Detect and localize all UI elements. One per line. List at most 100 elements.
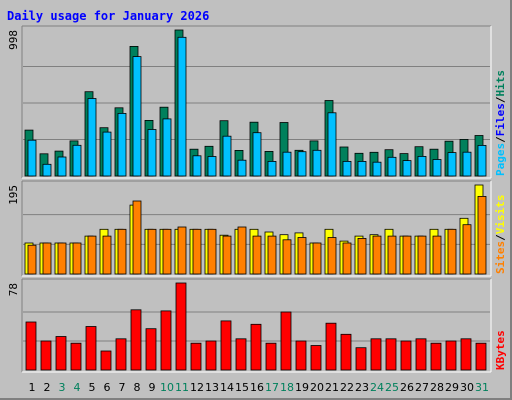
bar-files-day-31: [477, 144, 487, 177]
bar-kbytes-day-8: [130, 309, 142, 371]
bar-sites-day-30: [462, 224, 472, 275]
bar-kbytes-day-16: [250, 323, 262, 371]
bar-files-day-28: [432, 159, 442, 177]
panel-bottom: 78 KBytes: [7, 278, 507, 373]
bar-kbytes-day-31: [475, 342, 487, 371]
day-label: 26: [400, 381, 414, 394]
bar-sites-day-20: [312, 242, 322, 275]
bar-files-day-18: [282, 151, 292, 177]
bar-kbytes-day-18: [280, 311, 292, 371]
panel-middle: 195 Sites/Visits: [7, 180, 507, 277]
bar-kbytes-day-21: [325, 322, 337, 371]
day-label: 2: [44, 381, 51, 394]
day-label: 21: [325, 381, 339, 394]
chart-panels: 998Pages/Files/Hits195Sites/Visits78KByt…: [7, 25, 507, 373]
bar-sites-day-28: [432, 235, 442, 275]
bar-sites-day-25: [387, 235, 397, 275]
day-label: 30: [460, 381, 474, 394]
bar-files-day-7: [117, 113, 127, 177]
bar-kbytes-day-6: [100, 350, 112, 371]
bar-sites-day-18: [282, 239, 292, 275]
bar-sites-day-19: [297, 237, 307, 275]
bar-sites-day-29: [447, 228, 457, 275]
bar-sites-day-2: [42, 242, 52, 275]
day-label: 20: [310, 381, 324, 394]
bar-sites-day-23: [357, 237, 367, 275]
legend-kbytes: KBytes: [494, 330, 507, 370]
bar-kbytes-day-28: [430, 342, 442, 371]
day-label: 27: [415, 381, 429, 394]
bar-kbytes-day-7: [115, 338, 127, 371]
day-label: 17: [265, 381, 279, 394]
legend-pages: Pages: [494, 143, 507, 176]
bar-files-day-1: [27, 139, 37, 177]
bar-files-day-8: [132, 56, 142, 177]
day-label: 18: [280, 381, 294, 394]
bar-files-day-21: [327, 112, 337, 177]
panel-legend: Sites/Visits: [494, 195, 507, 275]
bar-kbytes-day-30: [460, 338, 472, 371]
bar-kbytes-day-20: [310, 345, 322, 371]
day-label: 16: [250, 381, 264, 394]
day-label: 11: [175, 381, 189, 394]
bar-sites-day-11: [177, 226, 187, 275]
bar-sites-day-13: [207, 228, 217, 275]
day-labels: 1 2 3 4 5 6 7 8 9 10 11 12 13 14 15 16 17 18 19 20 21 22 23 24 2…: [29, 381, 490, 394]
bar-files-day-5: [87, 98, 97, 177]
bar-sites-day-17: [267, 235, 277, 275]
day-label: 4: [74, 381, 81, 394]
bar-sites-day-1: [27, 244, 37, 275]
day-label: 14: [220, 381, 234, 394]
day-label: 3: [59, 381, 66, 394]
bar-kbytes-day-12: [190, 342, 202, 371]
bar-kbytes-day-9: [145, 328, 157, 371]
bar-sites-day-31: [477, 195, 487, 275]
bar-kbytes-day-3: [55, 336, 67, 371]
bar-files-day-24: [372, 161, 382, 177]
day-label: 10: [160, 381, 174, 394]
bar-sites-day-27: [417, 235, 427, 275]
bar-kbytes-day-25: [385, 338, 397, 371]
bar-sites-day-8: [132, 200, 142, 275]
bar-sites-day-9: [147, 228, 157, 275]
day-label: 7: [119, 381, 126, 394]
bar-kbytes-day-17: [265, 342, 277, 371]
bar-files-day-14: [222, 135, 232, 177]
bar-kbytes-day-13: [205, 340, 217, 371]
legend-files: Files: [494, 103, 507, 136]
bar-kbytes-day-14: [220, 320, 232, 371]
bar-sites-day-14: [222, 235, 232, 275]
panel-legend: Pages/Files/Hits: [494, 70, 507, 176]
bar-kbytes-day-15: [235, 338, 247, 371]
bar-files-day-6: [102, 131, 112, 177]
bar-sites-day-26: [402, 235, 412, 275]
bar-sites-day-5: [87, 235, 97, 275]
bar-files-day-4: [72, 144, 82, 177]
day-label: 12: [190, 381, 204, 394]
bar-sites-day-10: [162, 228, 172, 275]
bar-kbytes-day-11: [175, 282, 187, 371]
bar-sites-day-6: [102, 235, 112, 275]
bar-kbytes-day-26: [400, 340, 412, 371]
bar-kbytes-day-1: [25, 321, 37, 371]
chart-title: Daily usage for January 2026: [7, 9, 209, 23]
bar-sites-day-3: [57, 242, 67, 275]
bar-kbytes-day-27: [415, 338, 427, 371]
legend-sites: Sites: [494, 241, 507, 274]
day-label: 23: [355, 381, 369, 394]
bar-files-day-30: [462, 151, 472, 177]
bar-files-day-13: [207, 156, 217, 177]
legend-separator: /: [494, 96, 507, 103]
bar-sites-day-12: [192, 228, 202, 275]
bar-kbytes-day-10: [160, 310, 172, 371]
bar-files-day-12: [192, 155, 202, 177]
bar-kbytes-day-29: [445, 340, 457, 371]
bar-sites-day-16: [252, 235, 262, 275]
day-label: 8: [134, 381, 141, 394]
bar-files-day-29: [447, 152, 457, 177]
legend-hits: Hits: [494, 70, 507, 97]
bar-kbytes-day-22: [340, 333, 352, 371]
axis-max-label: 195: [7, 185, 20, 205]
